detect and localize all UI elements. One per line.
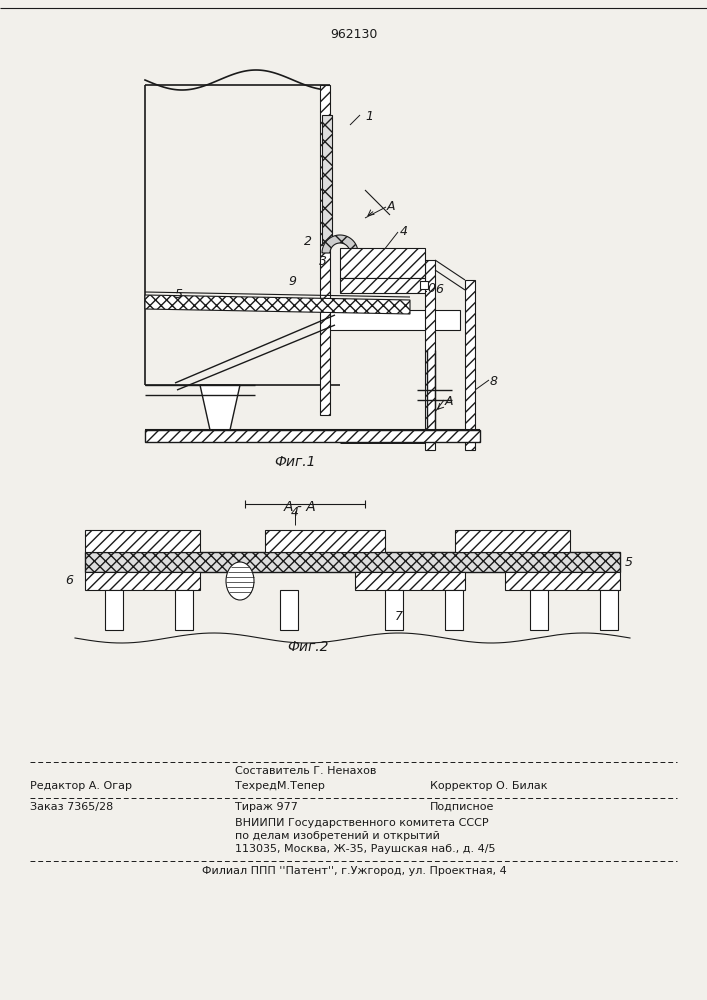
Bar <box>105 590 123 630</box>
Text: Тираж 977: Тираж 977 <box>235 802 298 812</box>
Text: Составитель Г. Ненахов: Составитель Г. Ненахов <box>235 766 376 776</box>
Bar <box>385 590 403 630</box>
Text: A - A: A - A <box>284 500 316 514</box>
Text: Фиг.2: Фиг.2 <box>287 640 329 654</box>
Bar <box>85 552 620 572</box>
Bar <box>340 278 425 293</box>
Bar <box>455 530 570 552</box>
Ellipse shape <box>226 562 254 600</box>
Text: 3: 3 <box>319 255 327 268</box>
Text: 8: 8 <box>490 375 498 388</box>
Bar <box>280 590 298 630</box>
Polygon shape <box>322 235 358 253</box>
Text: 9: 9 <box>288 275 296 288</box>
Text: 6: 6 <box>435 283 443 296</box>
Bar <box>320 85 330 415</box>
Text: ВНИИПИ Государственного комитета СССР: ВНИИПИ Государственного комитета СССР <box>235 818 489 828</box>
Bar <box>505 572 620 590</box>
Text: A: A <box>445 395 453 408</box>
Text: 4: 4 <box>400 225 408 238</box>
Text: A: A <box>387 200 395 213</box>
Bar <box>530 590 548 630</box>
Bar <box>340 248 425 278</box>
Bar <box>445 590 463 630</box>
Polygon shape <box>145 295 410 314</box>
Text: Филиал ППП ''Патент'', г.Ужгород, ул. Проектная, 4: Филиал ППП ''Патент'', г.Ужгород, ул. Пр… <box>201 866 506 876</box>
Text: Корректор О. Билак: Корректор О. Билак <box>430 781 547 791</box>
Bar <box>85 572 200 590</box>
Text: Заказ 7365/28: Заказ 7365/28 <box>30 802 113 812</box>
Polygon shape <box>200 385 240 430</box>
Bar <box>600 590 618 630</box>
Text: Редактор А. Огар: Редактор А. Огар <box>30 781 132 791</box>
Text: по делам изобретений и открытий: по делам изобретений и открытий <box>235 831 440 841</box>
Text: 962130: 962130 <box>330 28 378 41</box>
Text: Подписное: Подписное <box>430 802 494 812</box>
Text: Фиг.1: Фиг.1 <box>274 455 316 469</box>
Bar <box>425 260 435 450</box>
Text: 113035, Москва, Ж-35, Раушская наб., д. 4/5: 113035, Москва, Ж-35, Раушская наб., д. … <box>235 844 496 854</box>
Bar <box>465 280 475 450</box>
Text: 1: 1 <box>365 110 373 123</box>
Bar <box>420 281 428 289</box>
Text: 2: 2 <box>304 235 312 248</box>
Text: 4: 4 <box>291 506 299 519</box>
Bar <box>145 430 480 442</box>
Bar <box>85 530 200 552</box>
Text: 7: 7 <box>395 610 403 623</box>
Bar <box>265 530 385 552</box>
Bar <box>175 590 193 630</box>
Bar <box>322 115 332 245</box>
Text: 10: 10 <box>420 282 436 295</box>
Bar <box>355 572 465 590</box>
Text: 6: 6 <box>65 574 73 587</box>
Text: 5: 5 <box>625 556 633 568</box>
Polygon shape <box>325 310 460 330</box>
Text: ТехредМ.Тепер: ТехредМ.Тепер <box>235 781 325 791</box>
Text: 5: 5 <box>175 288 183 301</box>
